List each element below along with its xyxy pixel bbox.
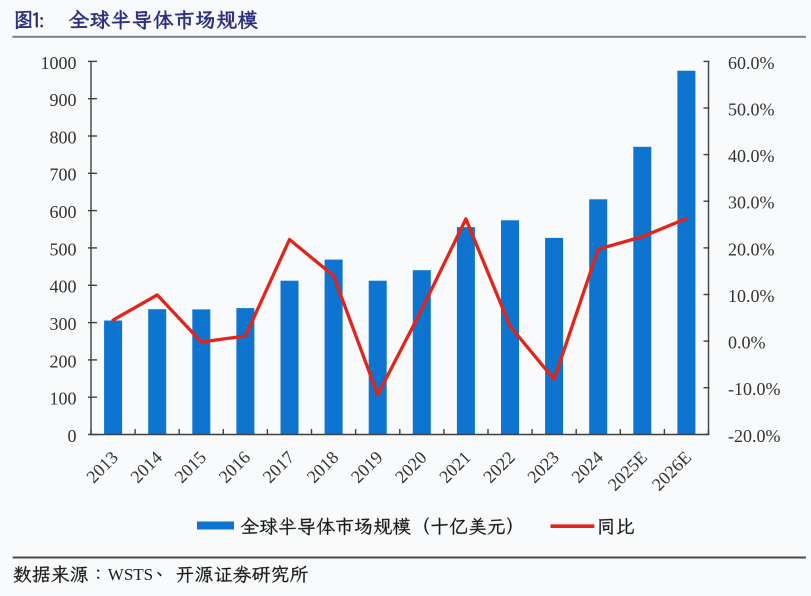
svg-text:1000: 1000 — [41, 53, 77, 73]
svg-text:40.0%: 40.0% — [728, 146, 775, 166]
svg-text:600: 600 — [50, 202, 77, 222]
svg-text:30.0%: 30.0% — [728, 193, 775, 213]
svg-text:-20.0%: -20.0% — [728, 426, 781, 446]
svg-text:50.0%: 50.0% — [728, 99, 775, 119]
svg-text:100: 100 — [50, 389, 77, 409]
svg-text:400: 400 — [50, 277, 77, 297]
svg-text:900: 900 — [50, 90, 77, 110]
svg-text:0: 0 — [68, 426, 77, 446]
svg-text:-10.0%: -10.0% — [728, 379, 781, 399]
svg-text:200: 200 — [50, 351, 77, 371]
svg-text:300: 300 — [50, 314, 77, 334]
svg-text:20.0%: 20.0% — [728, 239, 775, 259]
svg-text:700: 700 — [50, 165, 77, 185]
svg-text:500: 500 — [50, 239, 77, 259]
svg-text:WSTS: WSTS — [108, 565, 153, 584]
svg-text:0.0%: 0.0% — [728, 333, 766, 353]
svg-text:10.0%: 10.0% — [728, 286, 775, 306]
svg-text:800: 800 — [50, 127, 77, 147]
svg-text:60.0%: 60.0% — [728, 53, 775, 73]
